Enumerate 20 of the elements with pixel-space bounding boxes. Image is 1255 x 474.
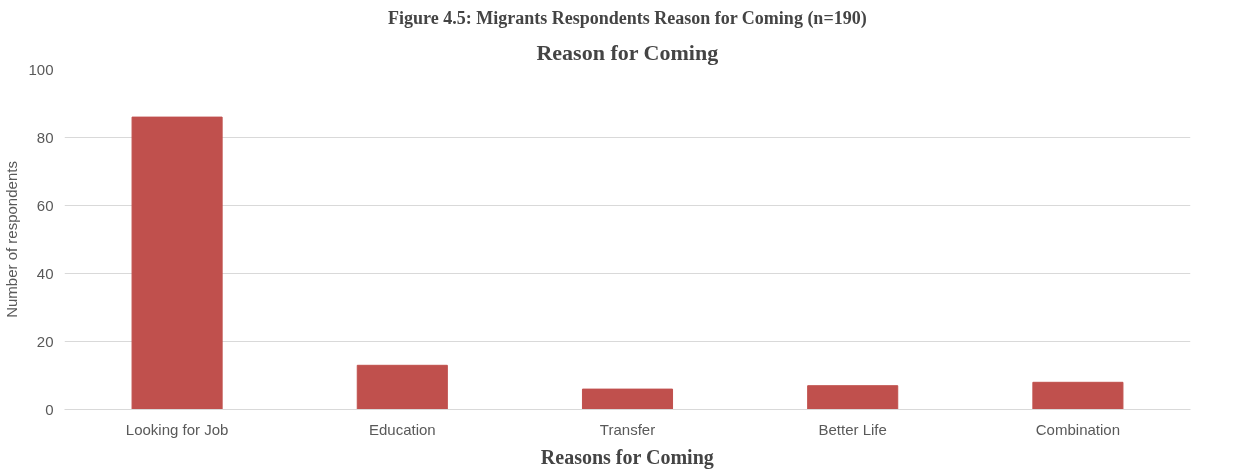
- chart-title: Reason for Coming: [536, 39, 719, 65]
- x-tick-label: Looking for Job: [125, 420, 229, 438]
- x-tick-label: Combination: [1035, 420, 1121, 438]
- x-axis-title: Reasons for Coming: [540, 445, 714, 469]
- bar: [356, 364, 448, 410]
- y-tick-label: 80: [36, 128, 54, 146]
- x-tick-label: Better Life: [818, 420, 887, 438]
- bar: [807, 385, 899, 410]
- bar: [131, 116, 223, 410]
- y-tick-label: 40: [36, 264, 54, 282]
- caption: Figure 4.5: Migrants Respondents Reason for Coming (n=190): [388, 7, 867, 29]
- y-tick-label: 20: [36, 332, 54, 350]
- y-axis-title: Number of respondents: [3, 161, 21, 318]
- y-tick-label: 60: [36, 196, 54, 214]
- bar: [581, 388, 674, 410]
- y-tick-label: 100: [28, 60, 54, 78]
- x-tick-label: Education: [368, 420, 436, 438]
- x-tick-label: Transfer: [599, 420, 656, 438]
- y-tick-label: 0: [45, 400, 54, 418]
- bar: [1032, 381, 1124, 410]
